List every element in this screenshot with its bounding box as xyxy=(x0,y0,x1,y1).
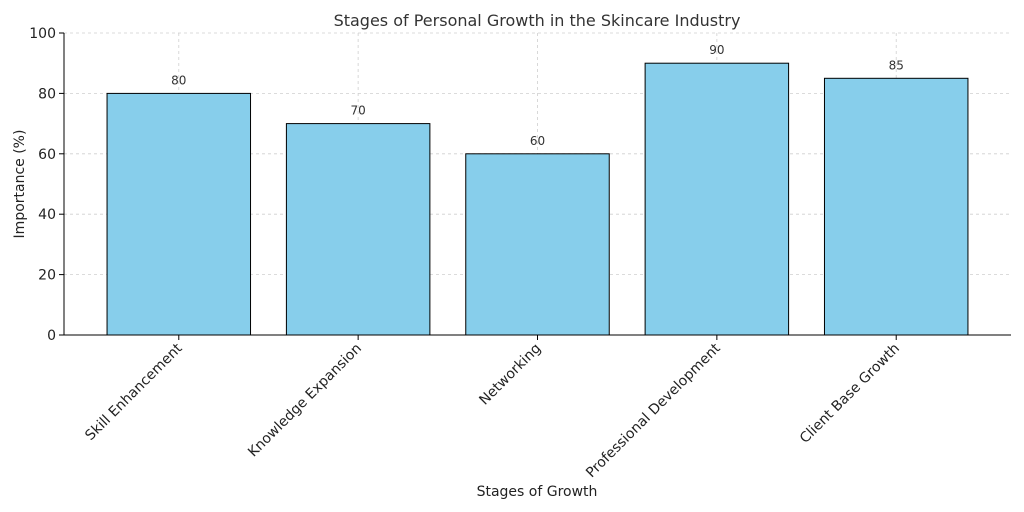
bar-value-label: 90 xyxy=(709,43,724,57)
y-axis-label: Importance (%) xyxy=(12,130,28,239)
y-tick-label: 40 xyxy=(38,207,56,223)
y-tick-label: 100 xyxy=(29,26,56,42)
axes-layer xyxy=(59,32,1011,340)
bar xyxy=(823,77,969,336)
bar xyxy=(106,92,252,336)
x-tick-label: Networking xyxy=(476,341,544,409)
bar-value-label: 70 xyxy=(351,104,366,118)
bar xyxy=(285,123,431,336)
x-tick-label: Client Base Growth xyxy=(797,341,903,447)
chart-title: Stages of Personal Growth in the Skincar… xyxy=(334,11,741,30)
bar-value-label: 80 xyxy=(171,73,186,87)
bar xyxy=(644,62,790,336)
y-tick-label: 60 xyxy=(38,147,56,163)
x-tick-label: Knowledge Expansion xyxy=(245,341,365,461)
x-tick-label: Professional Development xyxy=(583,340,724,481)
x-axis-label: Stages of Growth xyxy=(477,484,598,500)
x-tick-label: Skill Enhancement xyxy=(82,340,186,444)
bar xyxy=(465,153,610,336)
y-tick-label: 80 xyxy=(38,86,56,102)
bar-value-label: 60 xyxy=(530,134,545,148)
y-tick-label: 0 xyxy=(47,328,56,344)
y-tick-label: 20 xyxy=(38,268,56,284)
bars-layer xyxy=(106,62,969,336)
bar-value-label: 85 xyxy=(889,58,904,72)
